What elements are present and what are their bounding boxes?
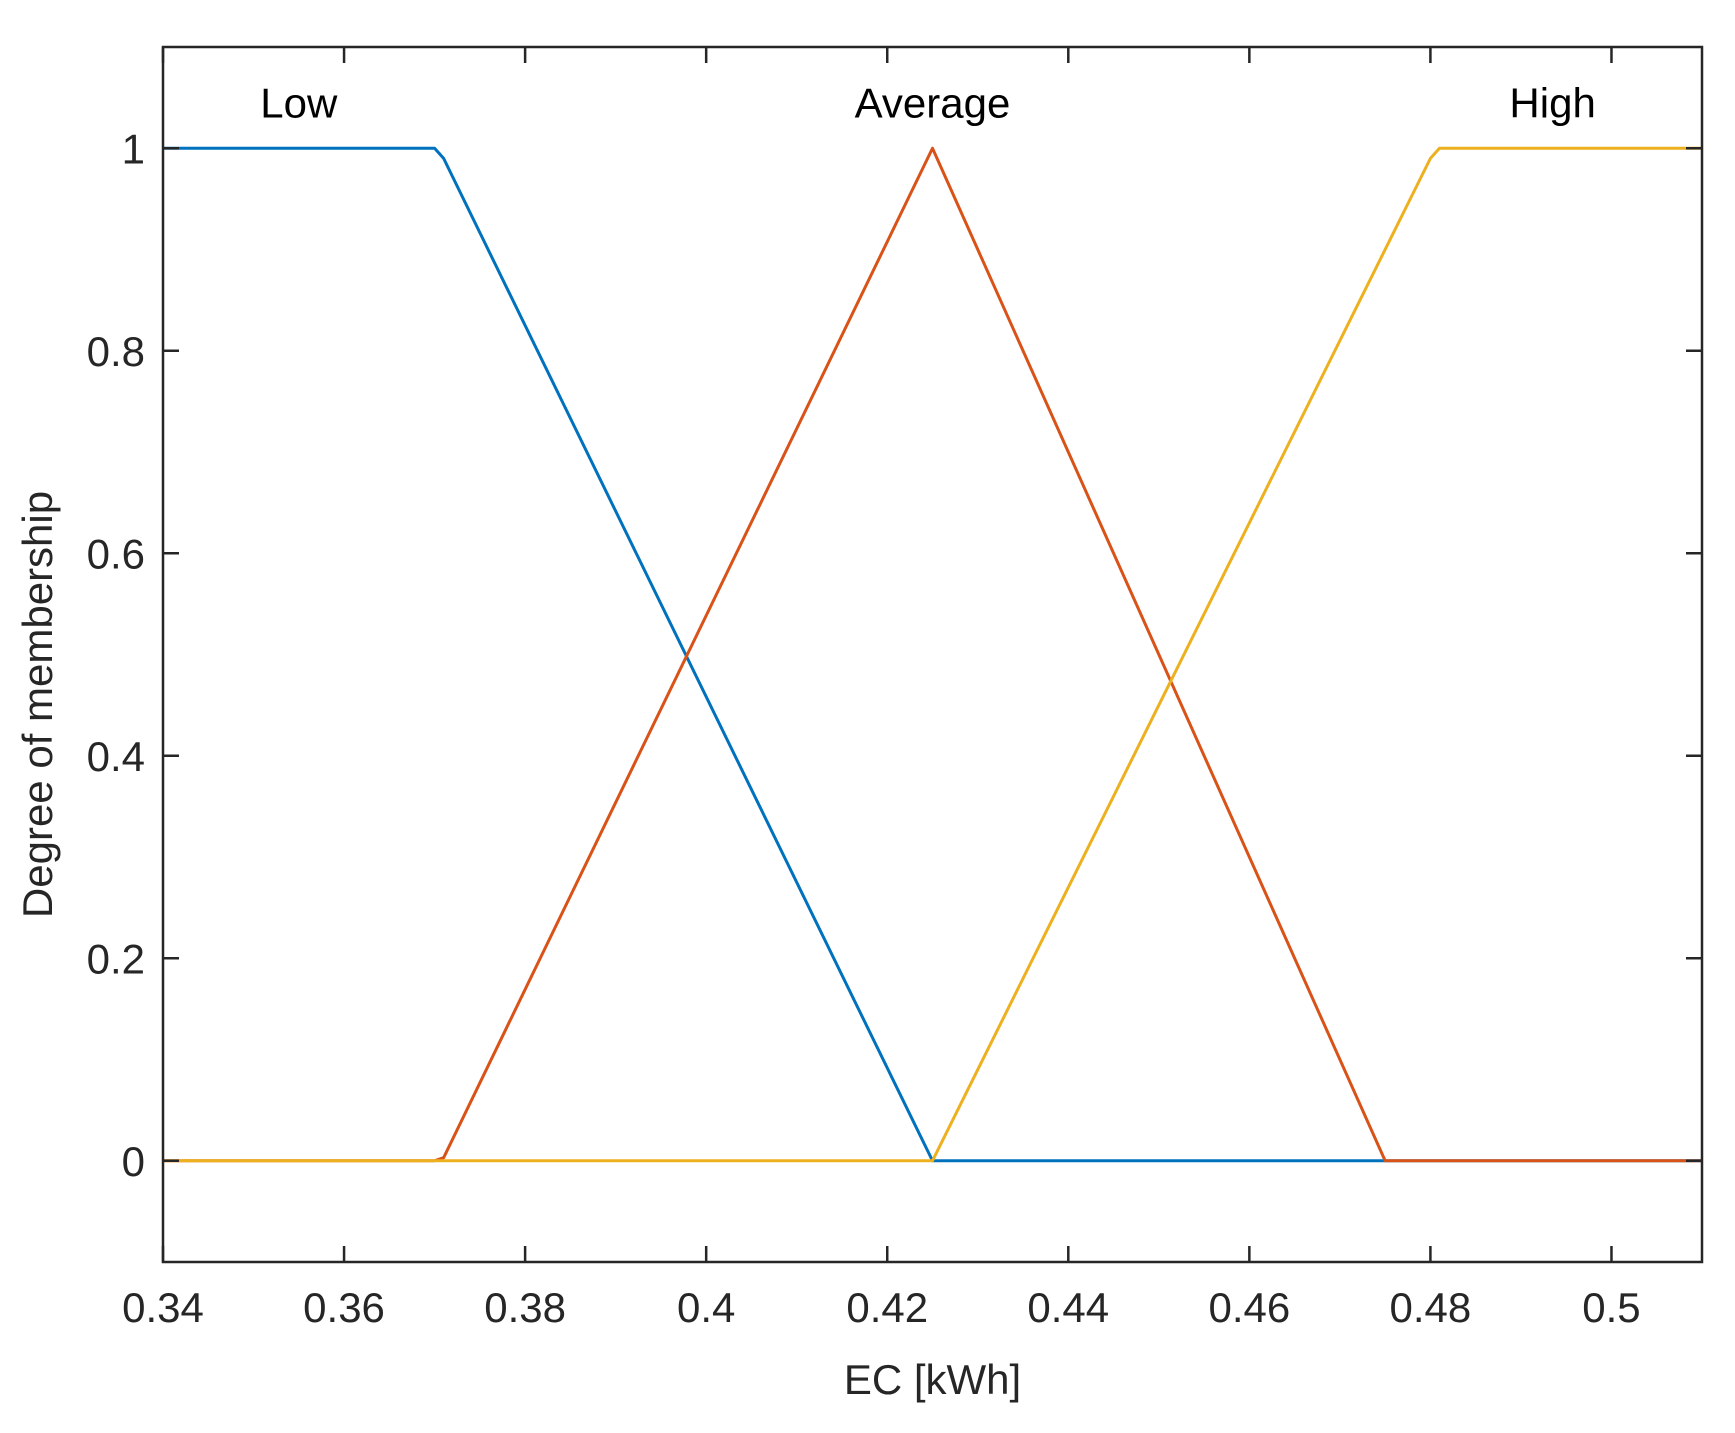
plot-frame <box>161 45 1704 1264</box>
x-tick-label: 0.36 <box>303 1284 385 1331</box>
series-layer <box>163 146 1702 1163</box>
series-annotation-high: High <box>1509 80 1595 127</box>
y-axis-label: Degree of membership <box>14 491 61 918</box>
series-line-average <box>163 146 1702 1163</box>
x-tick-label: 0.38 <box>484 1284 566 1331</box>
x-tick-label: 0.46 <box>1208 1284 1290 1331</box>
y-tick-label: 1 <box>122 125 145 172</box>
series-annotation-average: Average <box>855 80 1011 127</box>
x-tick-label: 0.48 <box>1390 1284 1472 1331</box>
series-line-high <box>163 146 1702 1163</box>
x-tick-label: 0.5 <box>1582 1284 1640 1331</box>
y-tick-label: 0.8 <box>87 328 145 375</box>
x-tick-label: 0.42 <box>846 1284 928 1331</box>
y-tick-label: 0.4 <box>87 733 145 780</box>
y-tick-label: 0.2 <box>87 935 145 982</box>
tick-layer: 0.34 0.36 0.38 0.4 0.42 0.44 0.46 0.48 0.5 0 0.2 0.… <box>87 47 1702 1331</box>
x-tick-label: 0.4 <box>677 1284 735 1331</box>
x-tick-label: 0.34 <box>122 1284 204 1331</box>
x-axis-label: EC [kWh] <box>844 1356 1021 1403</box>
y-tick-label: 0 <box>122 1138 145 1185</box>
y-tick-label: 0.6 <box>87 530 145 577</box>
annotation-layer: Low Average High <box>260 80 1596 127</box>
series-line-low <box>163 146 1702 1163</box>
x-tick-label: 0.44 <box>1027 1284 1109 1331</box>
series-annotation-low: Low <box>260 80 338 127</box>
